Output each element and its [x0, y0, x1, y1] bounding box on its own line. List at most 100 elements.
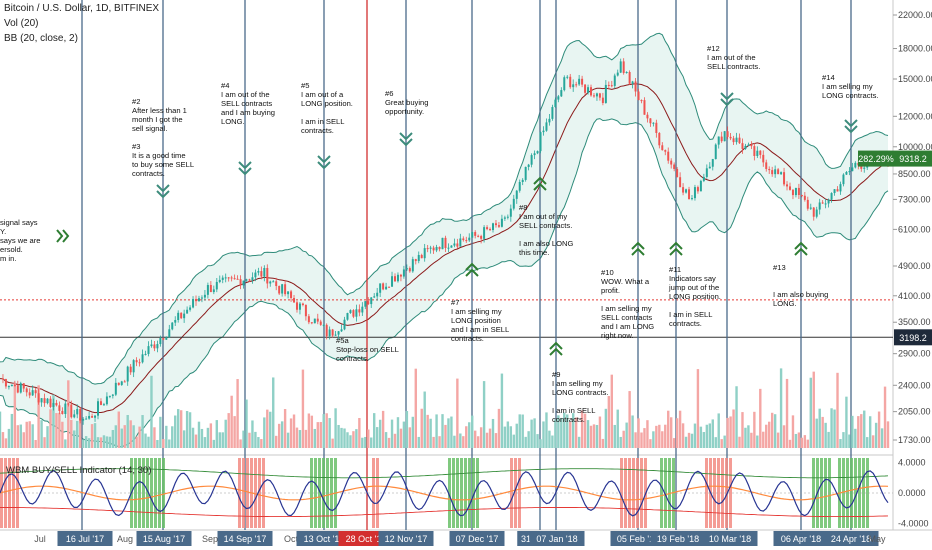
volume-bar	[794, 433, 798, 448]
candle-body	[744, 145, 747, 149]
candle-body	[560, 90, 563, 97]
volume-bar	[10, 413, 14, 448]
y-tick-label: 6100.00	[898, 224, 931, 234]
candle-body	[771, 170, 774, 175]
volume-bar	[866, 437, 869, 448]
volume-bar	[70, 419, 73, 448]
candle-body	[756, 150, 759, 156]
x-tick-label: 05 Feb '18	[617, 534, 659, 544]
y-tick-label: 18000.00	[898, 44, 932, 54]
signal-zone-bar	[854, 458, 857, 528]
volume-bar	[438, 436, 441, 448]
volume-bar	[574, 417, 578, 448]
signal-zone-bar	[858, 458, 861, 528]
volume-bar	[595, 424, 599, 448]
volume-bar	[441, 414, 444, 448]
volume-bar	[361, 437, 364, 448]
volume-bar	[40, 420, 43, 448]
candle-body	[25, 388, 28, 393]
volume-bar	[741, 412, 744, 448]
volume-bar	[301, 369, 305, 448]
volume-bar	[571, 413, 575, 448]
candle-body	[515, 190, 518, 199]
volume-bar	[705, 424, 709, 448]
candle-body	[117, 382, 120, 385]
volume-bar	[601, 438, 605, 448]
candle-body	[759, 150, 762, 155]
candle-body	[447, 247, 450, 249]
candle-body	[803, 195, 806, 200]
candle-body	[685, 189, 688, 193]
candle-body	[824, 203, 827, 205]
candle-body	[144, 353, 147, 355]
volume-bar	[343, 428, 346, 448]
candle-body	[545, 122, 548, 131]
volume-bar	[536, 434, 539, 448]
candle-body	[310, 322, 313, 324]
candle-body	[120, 381, 123, 385]
volume-bar	[827, 431, 830, 448]
candle-body	[797, 187, 800, 195]
volume-bar	[432, 436, 435, 448]
x-label-box	[773, 531, 829, 546]
volume-bar	[459, 433, 462, 448]
candle-body	[753, 146, 756, 156]
volume-bar	[518, 414, 521, 448]
candle-body	[102, 404, 105, 406]
candle-body	[453, 243, 456, 246]
volume-bar	[744, 427, 747, 448]
volume-bar	[616, 409, 619, 448]
candle-body	[693, 187, 696, 199]
sell-arrow	[844, 119, 858, 134]
candle-body	[43, 398, 46, 404]
volume-bar	[637, 418, 640, 448]
volume-bar	[661, 431, 664, 448]
signal-zone-bar	[729, 458, 732, 528]
candle-body	[99, 401, 102, 405]
candle-body	[19, 383, 22, 393]
candle-body	[610, 85, 613, 87]
candle-body	[379, 283, 382, 293]
volume-bar	[373, 413, 376, 448]
candle-body	[203, 294, 206, 298]
signal-zone-bar	[238, 458, 241, 528]
volume-bar	[138, 426, 141, 448]
signal-zone-bar	[150, 458, 153, 528]
volume-bar	[720, 439, 723, 448]
x-label-box	[449, 531, 505, 546]
level-badge-bg	[894, 329, 932, 346]
volume-bar	[31, 424, 34, 448]
candle-body	[723, 131, 726, 142]
x-label-box	[378, 531, 434, 546]
volume-bar	[340, 427, 343, 448]
candle-body	[393, 276, 396, 282]
x-tick-label: Oct	[284, 534, 299, 544]
candle-body	[105, 396, 108, 405]
volume-bar	[221, 432, 224, 448]
volume-bar	[497, 408, 501, 448]
volume-bar	[842, 432, 845, 448]
volume-bar	[485, 432, 489, 448]
volume-bar	[812, 371, 815, 448]
x-tick-label: 10 Mar '18	[709, 534, 751, 544]
volume-bar	[126, 414, 129, 448]
y-tick-label: 1730.00	[898, 435, 931, 445]
candle-body	[563, 77, 566, 91]
volume-bar	[833, 409, 836, 448]
candle-body	[471, 232, 474, 238]
volume-bar	[500, 373, 504, 448]
x-label-box	[296, 531, 352, 546]
y-tick-label: 4900.00	[898, 261, 931, 271]
candle-body	[720, 136, 723, 142]
candle-body	[313, 318, 316, 324]
candle-body	[355, 309, 358, 317]
candle-body	[298, 303, 301, 310]
candle-body	[429, 247, 432, 249]
candle-body	[702, 176, 705, 181]
osc-axis-label: -4.0000	[898, 518, 929, 528]
y-tick-label: 2050.00	[898, 407, 931, 417]
signal-zone-bar	[246, 458, 249, 528]
signal-zone-bar	[322, 458, 325, 528]
volume-bar	[684, 436, 688, 448]
